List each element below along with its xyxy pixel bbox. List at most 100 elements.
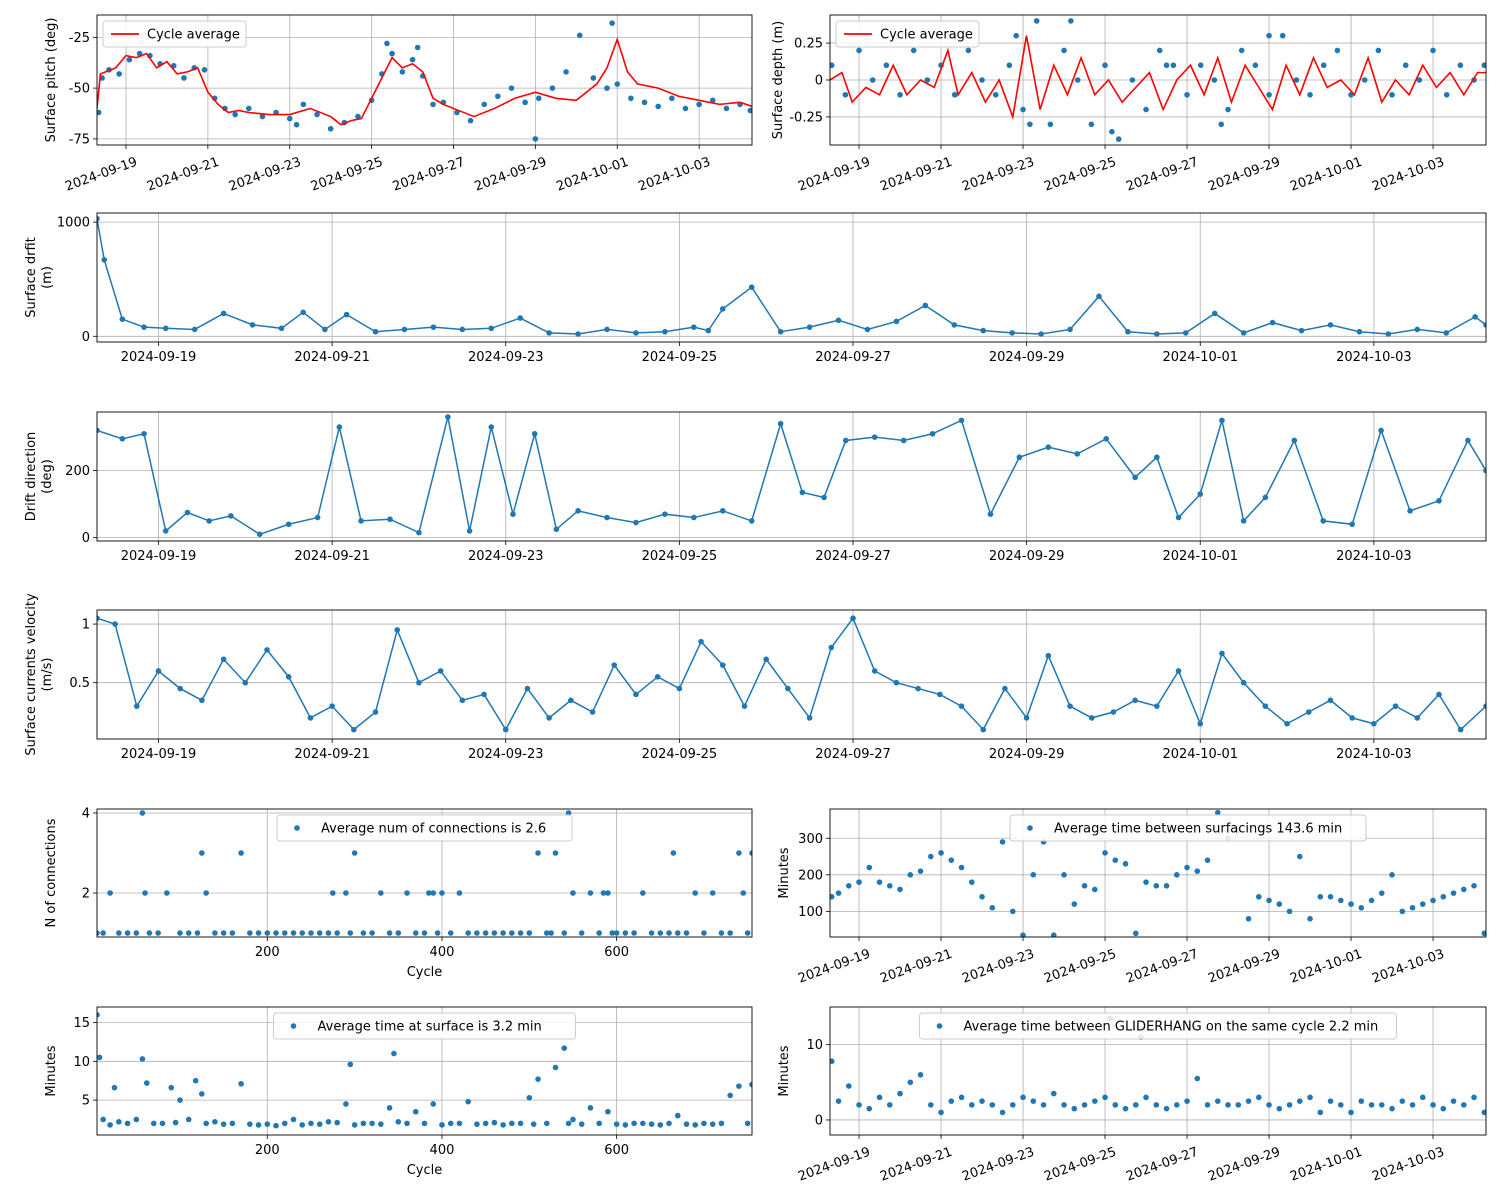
- data-point: [565, 1120, 572, 1127]
- data-point: [670, 850, 677, 856]
- y-axis-label: Minutes: [777, 1045, 792, 1096]
- plot-area: [97, 414, 1486, 538]
- data-point: [430, 890, 437, 896]
- data-point: [1030, 1098, 1037, 1104]
- data-point: [1211, 77, 1218, 83]
- data-point: [633, 330, 639, 336]
- x-tick-label: 2024-09-19: [796, 1145, 872, 1185]
- data-point: [439, 890, 445, 896]
- data-point: [1020, 1094, 1026, 1101]
- y-tick-label: 200: [798, 868, 823, 883]
- x-axis-label: Cycle: [407, 1163, 443, 1178]
- data-point: [605, 890, 611, 896]
- data-point: [281, 1120, 288, 1127]
- data-point: [416, 679, 422, 686]
- data-point: [590, 75, 597, 81]
- data-point: [821, 494, 827, 501]
- data-point: [495, 93, 501, 100]
- data-point: [799, 489, 806, 496]
- x-tick-label: 2024-10-03: [1370, 1145, 1446, 1185]
- data-point: [575, 508, 581, 514]
- data-point: [613, 1121, 620, 1127]
- data-point: [1182, 330, 1189, 336]
- data-point: [1378, 890, 1385, 896]
- data-point: [546, 715, 552, 721]
- legend: Cycle average: [835, 20, 980, 48]
- data-point: [447, 930, 454, 936]
- data-point: [1327, 893, 1334, 900]
- data-point: [1047, 121, 1054, 128]
- data-point: [351, 850, 358, 856]
- y-tick-label: 1000: [57, 216, 90, 231]
- data-point: [1143, 106, 1149, 113]
- x-tick-label: 2024-09-29: [989, 747, 1065, 762]
- data-point: [316, 930, 323, 936]
- data-point: [893, 318, 900, 325]
- data-point: [220, 930, 227, 936]
- data-point: [1238, 47, 1245, 54]
- data-point: [666, 1120, 672, 1127]
- data-point: [1132, 930, 1139, 937]
- data-point: [1440, 1105, 1447, 1112]
- y-axis-label-line: Surface drfit: [24, 237, 39, 318]
- data-point: [273, 1122, 279, 1129]
- data-point: [1197, 62, 1204, 69]
- data-point: [1038, 331, 1044, 337]
- data-point: [548, 930, 554, 936]
- data-point: [1392, 703, 1399, 709]
- data-point: [1414, 715, 1421, 721]
- data-point: [1154, 703, 1160, 709]
- data-point: [300, 101, 307, 108]
- data-point: [1225, 1102, 1231, 1108]
- data-point: [488, 325, 495, 332]
- data-point: [299, 930, 306, 936]
- x-tick-label: 2024-09-25: [309, 155, 385, 195]
- x-tick-label: 2024-09-19: [796, 155, 872, 195]
- data-point: [526, 1094, 533, 1101]
- y-axis-label-line: (m/s): [40, 658, 55, 692]
- data-point: [439, 1122, 445, 1128]
- data-point: [509, 930, 515, 936]
- plot-area: [97, 20, 752, 142]
- series-line: [97, 218, 1486, 335]
- data-point: [264, 1121, 271, 1127]
- chart-direction: 2024-09-19 2024-09-21 2024-09-23 2024-09-25…: [24, 411, 1487, 564]
- data-point: [1266, 91, 1272, 98]
- data-point: [184, 509, 191, 516]
- data-point: [1483, 322, 1486, 328]
- data-point: [1460, 886, 1467, 893]
- data-point: [669, 95, 675, 102]
- data-point: [391, 1050, 397, 1057]
- data-point: [948, 1098, 955, 1104]
- data-point: [101, 257, 108, 263]
- data-point: [806, 324, 813, 330]
- data-point: [691, 514, 697, 521]
- data-point: [1255, 1094, 1262, 1101]
- data-point: [1334, 47, 1341, 54]
- x-tick-label: 2024-09-19: [121, 747, 197, 762]
- legend-label: Average time between surfacings 143.6 mi…: [1054, 822, 1342, 837]
- data-point: [409, 56, 416, 63]
- data-point: [100, 1116, 106, 1123]
- data-point: [1286, 1102, 1293, 1108]
- data-point: [1112, 1102, 1119, 1108]
- data-point: [740, 890, 747, 896]
- legend-box: [276, 814, 573, 842]
- data-point: [1020, 932, 1026, 937]
- data-point: [199, 850, 205, 856]
- data-point: [273, 930, 279, 936]
- x-tick-label: 2024-09-29: [989, 350, 1065, 365]
- data-point: [1252, 62, 1259, 69]
- data-point: [508, 85, 515, 91]
- data-point: [162, 528, 169, 534]
- x-tick-label: 2024-09-21: [878, 947, 954, 987]
- data-point: [893, 679, 900, 686]
- data-point: [1071, 1105, 1078, 1112]
- data-point: [633, 519, 639, 526]
- data-point: [389, 50, 395, 57]
- data-point: [727, 1092, 733, 1099]
- data-point: [719, 662, 726, 668]
- data-point: [459, 697, 466, 704]
- chart-depth: 2024-09-19 2024-09-21 2024-09-23 2024-09-25…: [771, 14, 1487, 195]
- data-point: [1050, 932, 1057, 937]
